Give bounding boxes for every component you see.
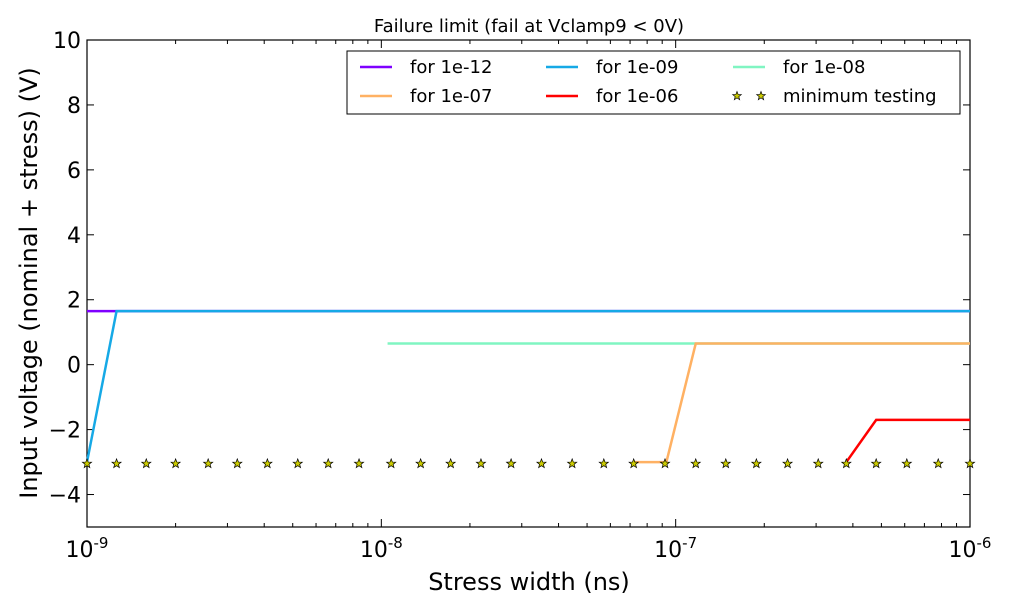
chart-title: Failure limit (fail at Vclamp9 < 0V) — [374, 16, 684, 37]
series-line-1 — [85, 309, 970, 463]
data-point — [505, 457, 517, 469]
data-point — [598, 457, 610, 469]
data-point — [535, 457, 547, 469]
data-point — [140, 457, 152, 469]
y-tick-label: 0 — [67, 354, 81, 379]
x-tick-label: 10-7 — [654, 534, 697, 563]
legend-box — [346, 50, 961, 115]
y-tick-label: −2 — [49, 419, 81, 444]
data-point — [475, 457, 487, 469]
data-point — [782, 457, 794, 469]
data-point — [202, 457, 214, 469]
legend-marker — [755, 90, 767, 101]
y-tick-label: 2 — [67, 289, 81, 314]
legend-label: for 1e-12 — [410, 57, 492, 78]
data-point — [750, 457, 762, 469]
data-point — [322, 457, 334, 469]
data-point — [261, 457, 273, 469]
data-point — [566, 457, 578, 469]
data-point — [628, 457, 640, 469]
data-point — [81, 457, 93, 469]
series-layer — [81, 309, 976, 469]
data-point — [901, 457, 913, 469]
legend-marker — [731, 90, 743, 101]
y-tick-label: 4 — [67, 224, 81, 249]
data-point — [840, 457, 852, 469]
data-point — [932, 457, 944, 469]
data-point — [812, 457, 824, 469]
data-point — [445, 457, 457, 469]
data-point — [111, 457, 123, 469]
legend-label: for 1e-07 — [410, 86, 492, 107]
data-point — [415, 457, 427, 469]
axis-ticks — [86, 39, 971, 527]
data-point — [231, 457, 243, 469]
data-point — [690, 457, 702, 469]
legend-label: for 1e-08 — [783, 57, 865, 78]
x-axis-label: Stress width (ns) — [428, 568, 630, 596]
legend-label: minimum testing — [783, 86, 937, 107]
data-point — [385, 457, 397, 469]
x-tick-label: 10-6 — [949, 534, 992, 563]
data-point — [870, 457, 882, 469]
data-point — [964, 457, 976, 469]
data-point — [353, 457, 365, 469]
x-tick-label: 10-8 — [360, 534, 403, 563]
y-tick-label: −4 — [49, 484, 81, 509]
y-axis-label: Input voltage (nominal + stress) (V) — [15, 67, 43, 499]
series-line-4 — [845, 418, 970, 463]
plot-area — [86, 39, 971, 528]
y-tick-label: 10 — [53, 29, 81, 54]
y-tick-label: 6 — [67, 159, 81, 184]
data-point — [659, 457, 671, 469]
series-line-3 — [633, 342, 970, 464]
data-point — [292, 457, 304, 469]
series-minimum-testing — [81, 457, 976, 469]
data-point — [720, 457, 732, 469]
legend-label: for 1e-06 — [596, 86, 678, 107]
legend: for 1e-12 for 1e-09 for 1e-08 for 1e-07 for … — [346, 50, 961, 115]
y-tick-label: 8 — [67, 94, 81, 119]
x-tick-label: 10-9 — [66, 534, 109, 563]
data-point — [170, 457, 182, 469]
legend-label: for 1e-09 — [596, 57, 678, 78]
tick-labels: 10 8 6 4 2 0 −2 −4 10-9 10-8 10-7 10-6 — [49, 29, 992, 563]
